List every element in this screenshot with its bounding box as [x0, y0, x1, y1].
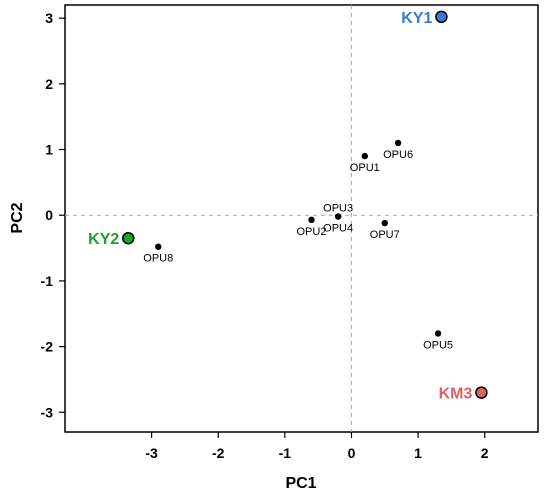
- point-marker: [434, 330, 442, 337]
- point-opu5: OPU5: [423, 330, 453, 351]
- highlight-marker: [475, 386, 488, 399]
- highlight-ky2: KY2: [88, 231, 135, 248]
- y-axis: -3 -2 -1 0 1 2 3: [41, 10, 65, 420]
- point-label: OPU6: [383, 149, 413, 161]
- point-opu1: OPU1: [350, 152, 380, 174]
- point-opu8: OPU8: [143, 243, 173, 265]
- y-tick-label: -3: [41, 404, 54, 420]
- y-tick-label: 0: [45, 207, 53, 223]
- point-marker: [394, 139, 402, 147]
- x-tick-label: 2: [481, 445, 489, 461]
- x-tick-label: 1: [414, 445, 422, 461]
- point-label: OPU1: [350, 162, 380, 174]
- point-opu7: OPU7: [370, 219, 400, 241]
- y-tick-label: 1: [45, 142, 53, 158]
- highlight-km3: KM3: [439, 386, 488, 403]
- point-marker: [381, 219, 388, 227]
- highlight-label: KY2: [88, 231, 119, 248]
- y-tick-label: -1: [41, 273, 54, 289]
- x-tick-label: -1: [279, 445, 292, 461]
- reference-lines: [65, 5, 538, 432]
- point-marker: [155, 243, 162, 250]
- y-axis-title: PC2: [9, 202, 26, 233]
- y-tick-label: -2: [41, 339, 54, 355]
- point-label: OPU2: [297, 226, 327, 238]
- point-marker: [361, 152, 368, 160]
- point-marker: [334, 213, 342, 220]
- x-tick-label: 0: [348, 445, 356, 461]
- point-label: OPU8: [143, 253, 173, 265]
- plot-area: [64, 4, 539, 433]
- highlight-label: KY1: [401, 10, 432, 27]
- point-label: OPU7: [370, 229, 400, 241]
- highlight-points: KY1 KY2 KM3: [88, 10, 488, 403]
- x-axis: -3 -2 -1 0 1 2: [145, 432, 489, 461]
- point-marker: [308, 216, 315, 224]
- highlight-marker: [122, 231, 135, 245]
- point-opu6: OPU6: [383, 139, 413, 161]
- point-label: OPU5: [423, 339, 453, 351]
- y-tick-label: 2: [45, 76, 53, 92]
- point-label: OPU4: [323, 223, 353, 235]
- point-opu4: OPU4: [323, 213, 353, 235]
- highlight-label: KM3: [439, 386, 473, 403]
- y-tick-label: 3: [45, 10, 53, 26]
- x-tick-label: -3: [145, 445, 158, 461]
- x-tick-label: -2: [212, 445, 225, 461]
- highlight-marker: [435, 10, 448, 24]
- x-axis-title: PC1: [285, 475, 316, 492]
- data-points: OPU1 OPU2 OPU3 OPU4 OPU5 OPU6 OPU7 OPU8: [143, 139, 453, 351]
- point-label: OPU3: [323, 203, 353, 215]
- point-opu2: OPU2: [297, 216, 327, 238]
- highlight-ky1: KY1: [401, 10, 448, 27]
